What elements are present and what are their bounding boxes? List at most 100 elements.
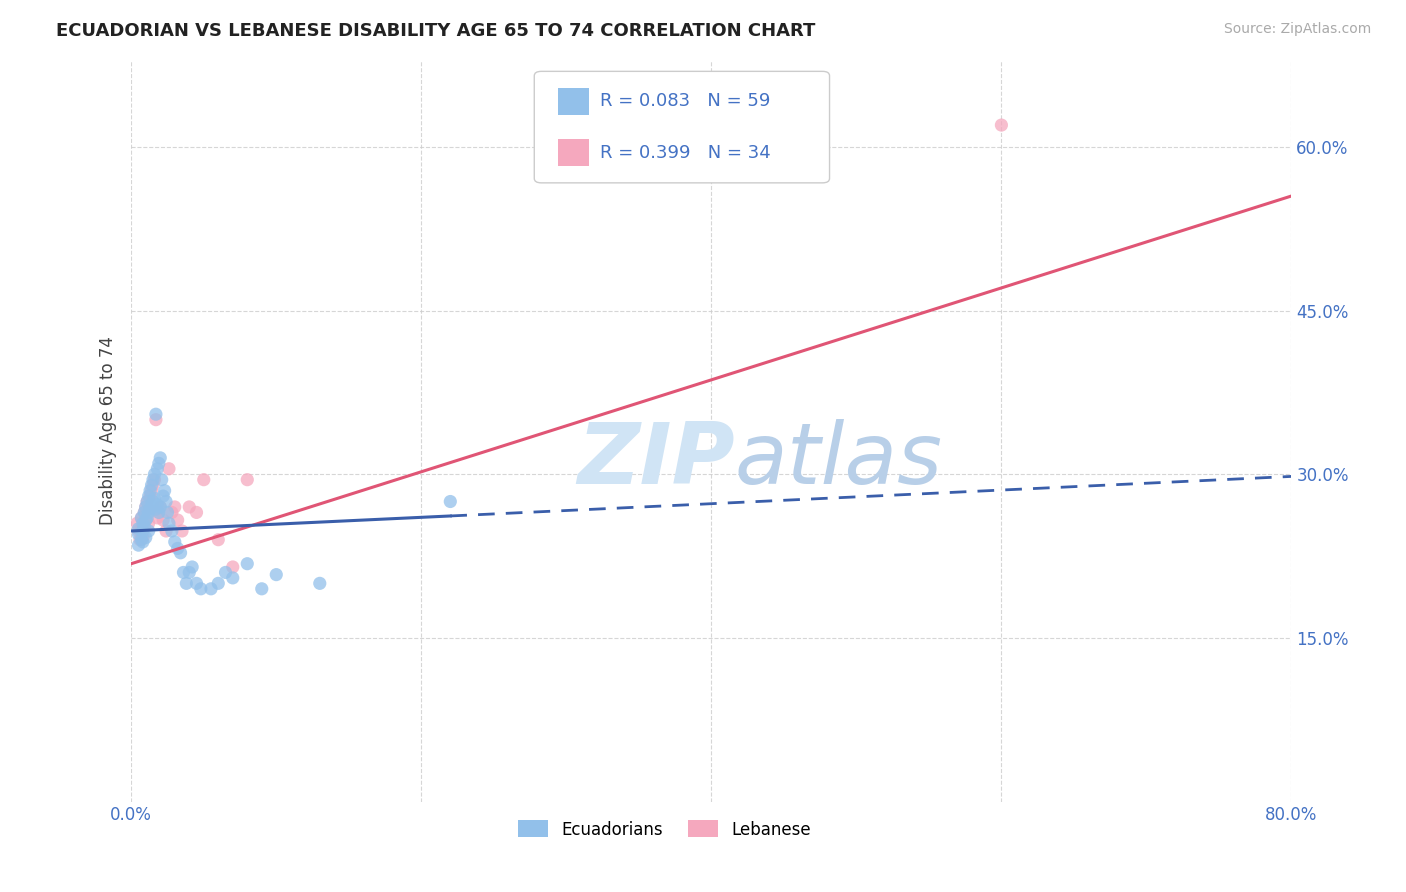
Point [143, 467, 166, 482]
Point [145, 502, 167, 516]
Point [141, 498, 163, 512]
Point [138, 505, 160, 519]
Point [139, 489, 162, 503]
Point [134, 505, 156, 519]
Point [135, 513, 157, 527]
Point [149, 500, 172, 514]
Point [132, 519, 155, 533]
Point [135, 513, 157, 527]
Point [163, 534, 186, 549]
Point [166, 513, 188, 527]
Point [128, 522, 150, 536]
Point [152, 513, 174, 527]
Point [136, 494, 159, 508]
Point [207, 576, 229, 591]
Point [138, 502, 160, 516]
Point [125, 516, 148, 531]
Point [179, 566, 201, 580]
Point [160, 524, 183, 538]
Point [143, 491, 166, 506]
Point [155, 524, 177, 538]
Point [146, 511, 169, 525]
Point [129, 533, 152, 547]
Point [146, 498, 169, 512]
Point [149, 450, 172, 465]
Point [141, 478, 163, 492]
Point [207, 533, 229, 547]
Point [155, 494, 177, 508]
Point [138, 489, 160, 503]
Point [128, 524, 150, 538]
Point [142, 473, 165, 487]
Text: R = 0.083   N = 59: R = 0.083 N = 59 [600, 93, 770, 111]
Point [131, 511, 153, 525]
Point [439, 494, 461, 508]
Point [128, 538, 150, 552]
Point [149, 500, 172, 514]
Point [128, 527, 150, 541]
Point [132, 516, 155, 531]
Point [142, 478, 165, 492]
Point [148, 456, 170, 470]
Point [236, 557, 259, 571]
Point [193, 473, 215, 487]
Point [200, 582, 222, 596]
Point [143, 473, 166, 487]
Point [157, 516, 180, 531]
Point [131, 511, 153, 525]
Point [214, 566, 236, 580]
Text: atlas: atlas [734, 418, 942, 502]
Point [145, 412, 167, 426]
Point [308, 576, 330, 591]
Point [138, 524, 160, 538]
Point [146, 462, 169, 476]
Point [990, 118, 1012, 132]
Point [142, 494, 165, 508]
Point [145, 407, 167, 421]
Point [138, 516, 160, 531]
Text: R = 0.399   N = 34: R = 0.399 N = 34 [600, 144, 770, 161]
Point [181, 560, 204, 574]
Point [139, 483, 162, 498]
Point [136, 511, 159, 525]
Point [134, 505, 156, 519]
Text: Source: ZipAtlas.com: Source: ZipAtlas.com [1223, 22, 1371, 37]
Point [176, 576, 198, 591]
Point [134, 519, 156, 533]
Point [148, 505, 170, 519]
Point [132, 534, 155, 549]
Point [152, 489, 174, 503]
Y-axis label: Disability Age 65 to 74: Disability Age 65 to 74 [100, 336, 117, 525]
Point [186, 576, 208, 591]
Point [190, 582, 212, 596]
Point [157, 462, 180, 476]
Text: ZIP: ZIP [576, 418, 734, 502]
Point [166, 541, 188, 556]
Point [163, 500, 186, 514]
Point [148, 505, 170, 519]
Point [150, 473, 173, 487]
Point [139, 502, 162, 516]
Point [132, 524, 155, 538]
Point [236, 473, 259, 487]
Point [135, 531, 157, 545]
Point [141, 483, 163, 498]
Point [250, 582, 273, 596]
Point [135, 500, 157, 514]
Point [169, 546, 191, 560]
Legend: Ecuadorians, Lebanese: Ecuadorians, Lebanese [512, 814, 818, 846]
Point [170, 524, 193, 538]
Point [153, 483, 176, 498]
Point [136, 494, 159, 508]
Text: ECUADORIAN VS LEBANESE DISABILITY AGE 65 TO 74 CORRELATION CHART: ECUADORIAN VS LEBANESE DISABILITY AGE 65… [56, 22, 815, 40]
Point [156, 505, 179, 519]
Point [132, 531, 155, 545]
Point [186, 505, 208, 519]
Point [160, 505, 183, 519]
Point [222, 560, 245, 574]
Point [131, 533, 153, 547]
Point [179, 500, 201, 514]
Point [172, 566, 194, 580]
Point [222, 571, 245, 585]
Point [264, 567, 287, 582]
